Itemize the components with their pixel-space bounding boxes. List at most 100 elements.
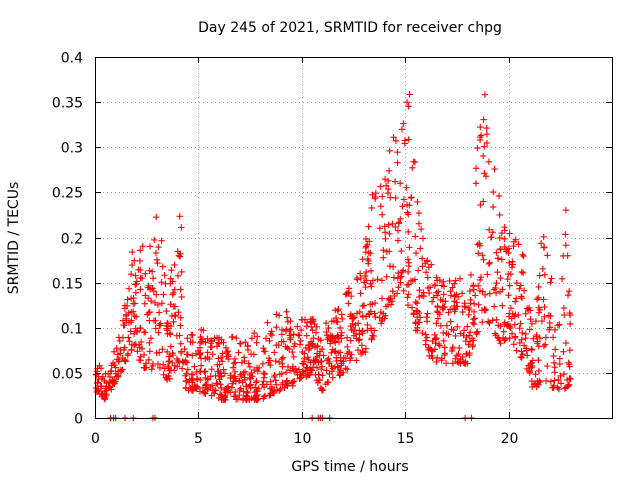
data-point xyxy=(183,359,191,366)
data-point xyxy=(486,319,493,327)
data-point xyxy=(405,281,412,288)
data-point xyxy=(245,360,252,367)
data-point xyxy=(154,301,162,309)
data-point xyxy=(338,329,345,336)
data-point xyxy=(538,317,546,325)
data-point xyxy=(282,381,289,388)
data-point xyxy=(324,336,331,343)
data-point xyxy=(362,235,370,243)
data-point xyxy=(344,343,351,351)
data-point xyxy=(432,336,439,343)
data-point xyxy=(491,165,498,173)
data-point xyxy=(235,377,243,384)
data-point xyxy=(319,386,327,394)
data-point xyxy=(493,279,500,287)
data-point xyxy=(253,377,260,385)
data-point xyxy=(213,334,221,341)
data-point xyxy=(294,323,301,330)
data-point xyxy=(300,358,308,365)
data-point xyxy=(178,224,185,231)
data-point xyxy=(378,295,386,302)
data-point xyxy=(512,295,520,302)
data-point xyxy=(344,366,351,373)
data-point xyxy=(253,339,260,346)
data-point xyxy=(145,295,152,302)
data-point xyxy=(161,271,168,279)
data-point xyxy=(561,311,568,319)
data-point xyxy=(547,378,555,385)
data-point xyxy=(229,364,237,371)
data-point xyxy=(310,357,317,364)
data-point xyxy=(336,368,343,376)
data-point xyxy=(473,330,480,338)
data-point xyxy=(382,235,389,242)
data-point xyxy=(197,326,205,334)
data-point xyxy=(233,334,240,342)
data-point xyxy=(224,347,232,355)
data-point xyxy=(466,349,473,357)
data-point xyxy=(445,309,452,316)
data-point xyxy=(112,364,119,371)
data-point xyxy=(359,330,366,337)
data-point xyxy=(307,323,315,331)
data-point xyxy=(406,244,413,251)
data-point xyxy=(347,311,355,318)
data-point xyxy=(174,272,182,280)
data-point xyxy=(301,316,309,323)
data-point xyxy=(273,323,280,331)
data-point xyxy=(501,319,509,326)
data-point xyxy=(398,268,406,276)
data-point xyxy=(363,277,370,284)
data-point xyxy=(146,317,153,324)
data-point xyxy=(242,339,249,346)
data-point xyxy=(159,346,166,353)
data-point xyxy=(392,223,399,231)
data-point xyxy=(132,281,139,288)
data-point xyxy=(265,354,273,362)
data-point xyxy=(520,252,527,260)
data-point xyxy=(211,386,219,394)
data-point xyxy=(378,277,386,284)
data-point xyxy=(166,357,173,365)
data-point xyxy=(449,360,457,367)
data-point xyxy=(501,235,508,243)
data-point xyxy=(511,321,519,328)
data-point xyxy=(534,378,541,385)
data-point xyxy=(266,337,273,345)
data-point xyxy=(371,195,379,202)
data-point xyxy=(472,180,480,187)
data-point xyxy=(413,307,420,314)
data-point xyxy=(304,353,311,361)
data-point xyxy=(513,279,520,287)
data-point xyxy=(328,349,335,356)
data-point xyxy=(412,249,420,257)
data-point xyxy=(216,391,224,398)
data-point xyxy=(414,198,421,206)
data-point xyxy=(271,373,278,381)
data-point xyxy=(357,290,364,297)
data-point xyxy=(152,317,159,324)
data-point xyxy=(160,291,167,298)
data-point xyxy=(532,317,540,325)
data-point xyxy=(260,344,267,352)
data-point xyxy=(509,261,516,268)
data-point xyxy=(405,136,412,143)
data-point xyxy=(288,379,296,386)
data-point xyxy=(354,346,362,354)
data-point xyxy=(566,309,573,317)
data-point xyxy=(509,310,516,317)
data-point xyxy=(540,244,548,251)
data-point xyxy=(297,326,305,334)
data-point xyxy=(146,286,154,293)
data-point xyxy=(218,358,226,365)
y-tick-label: 0.2 xyxy=(61,232,83,248)
data-point xyxy=(507,324,514,332)
data-point xyxy=(464,323,471,330)
data-point xyxy=(353,357,360,364)
data-point xyxy=(146,243,154,250)
data-point xyxy=(542,341,549,348)
data-point xyxy=(99,373,107,381)
data-point xyxy=(322,319,330,327)
data-point xyxy=(551,364,558,371)
data-point xyxy=(422,337,430,344)
